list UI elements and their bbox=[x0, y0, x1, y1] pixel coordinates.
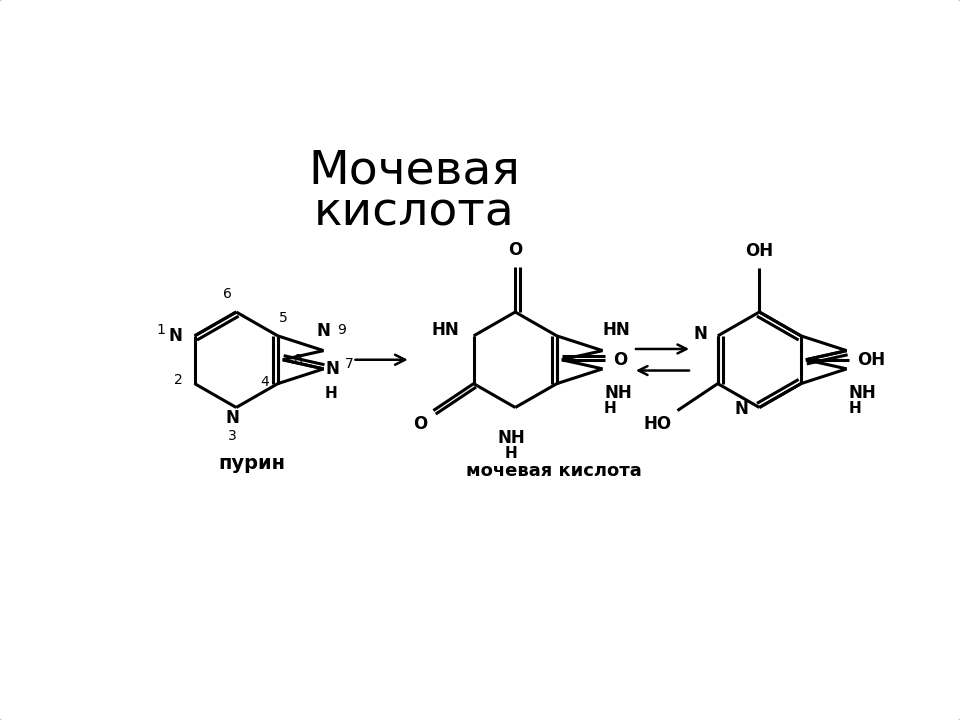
Text: OH: OH bbox=[745, 243, 774, 261]
Text: N: N bbox=[317, 322, 330, 340]
Text: 9: 9 bbox=[338, 323, 347, 337]
Text: NH: NH bbox=[604, 384, 632, 402]
Text: HN: HN bbox=[603, 321, 631, 339]
Text: O: O bbox=[413, 415, 427, 433]
Text: 5: 5 bbox=[279, 311, 288, 325]
Text: HO: HO bbox=[643, 415, 671, 433]
Text: кислота: кислота bbox=[314, 191, 515, 236]
Text: N: N bbox=[734, 400, 749, 418]
Text: 7: 7 bbox=[346, 357, 354, 372]
Text: 3: 3 bbox=[228, 429, 237, 443]
Text: H: H bbox=[849, 401, 861, 416]
Text: мочевая кислота: мочевая кислота bbox=[467, 462, 642, 480]
Text: O: O bbox=[612, 351, 627, 369]
Text: H: H bbox=[604, 401, 617, 416]
Text: N: N bbox=[168, 327, 182, 345]
Text: 2: 2 bbox=[175, 373, 183, 387]
Text: 8: 8 bbox=[294, 353, 302, 366]
Text: HN: HN bbox=[432, 320, 460, 338]
Text: N: N bbox=[226, 409, 239, 427]
Text: Мочевая: Мочевая bbox=[308, 148, 520, 194]
Text: N: N bbox=[325, 360, 339, 378]
Text: O: O bbox=[508, 241, 522, 259]
Text: H: H bbox=[505, 446, 517, 461]
Text: NH: NH bbox=[497, 429, 525, 447]
Text: 6: 6 bbox=[223, 287, 231, 301]
Text: пурин: пурин bbox=[218, 454, 285, 473]
Text: NH: NH bbox=[849, 384, 876, 402]
Text: N: N bbox=[693, 325, 707, 343]
Text: OH: OH bbox=[857, 351, 885, 369]
Text: 4: 4 bbox=[260, 375, 269, 389]
Text: 1: 1 bbox=[156, 323, 165, 337]
Text: H: H bbox=[325, 386, 338, 401]
